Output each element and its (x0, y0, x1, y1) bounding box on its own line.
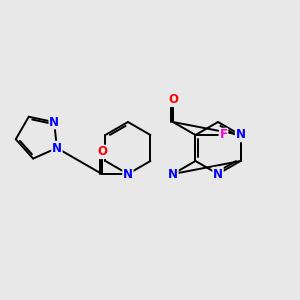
Text: N: N (49, 116, 59, 129)
Text: N: N (236, 128, 245, 142)
Text: N: N (123, 167, 133, 181)
Text: N: N (168, 167, 178, 181)
Text: F: F (220, 128, 228, 142)
Text: O: O (97, 146, 107, 158)
Text: N: N (52, 142, 62, 154)
Text: O: O (168, 93, 178, 106)
Text: N: N (213, 167, 223, 181)
